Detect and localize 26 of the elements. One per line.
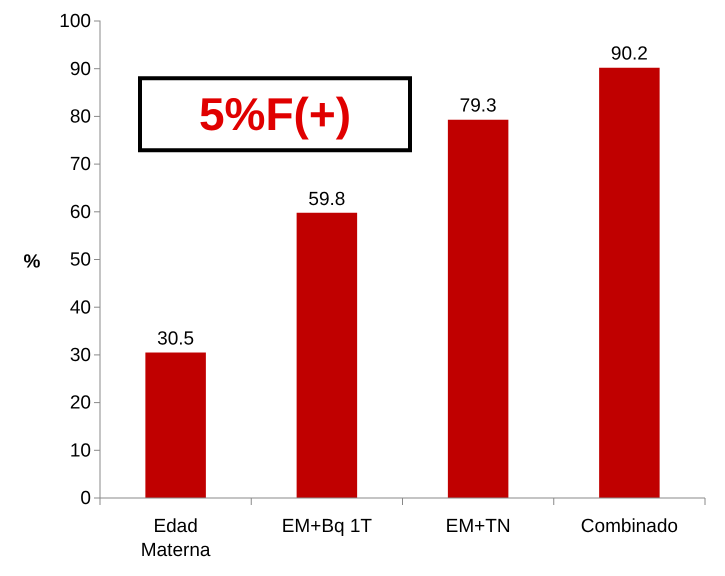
bar	[448, 120, 508, 498]
data-label: 90.2	[610, 44, 648, 65]
y-tick-label: 60	[70, 202, 91, 223]
y-tick-label: 90	[70, 58, 91, 80]
y-tick-label: 50	[70, 250, 91, 271]
data-label: 30.5	[157, 328, 194, 350]
y-axis-title: %	[24, 252, 41, 272]
x-tick-label: Combinado	[580, 516, 678, 537]
y-tick-label: 30	[70, 344, 91, 366]
y-tick-label: 0	[80, 488, 91, 510]
x-tick-label: EM+TN	[446, 516, 511, 537]
y-tick-label: 70	[70, 154, 91, 176]
y-tick-label: 10	[70, 440, 91, 462]
note-box: 5%F(+)	[138, 76, 412, 152]
data-label: 59.8	[308, 188, 346, 210]
bar	[296, 212, 358, 498]
x-tick-label: EM+Bq 1T	[282, 516, 372, 537]
y-tick-label: 20	[70, 392, 91, 414]
y-tick-label: 40	[70, 297, 91, 318]
y-tick-label: 100	[59, 11, 91, 32]
bar	[599, 68, 660, 498]
x-tick-label: Edad Materna	[140, 516, 211, 561]
y-tick-label: 80	[70, 106, 91, 128]
data-label: 79.3	[460, 96, 497, 117]
bar	[145, 352, 206, 498]
annotation: 5%F(+)	[198, 88, 352, 140]
